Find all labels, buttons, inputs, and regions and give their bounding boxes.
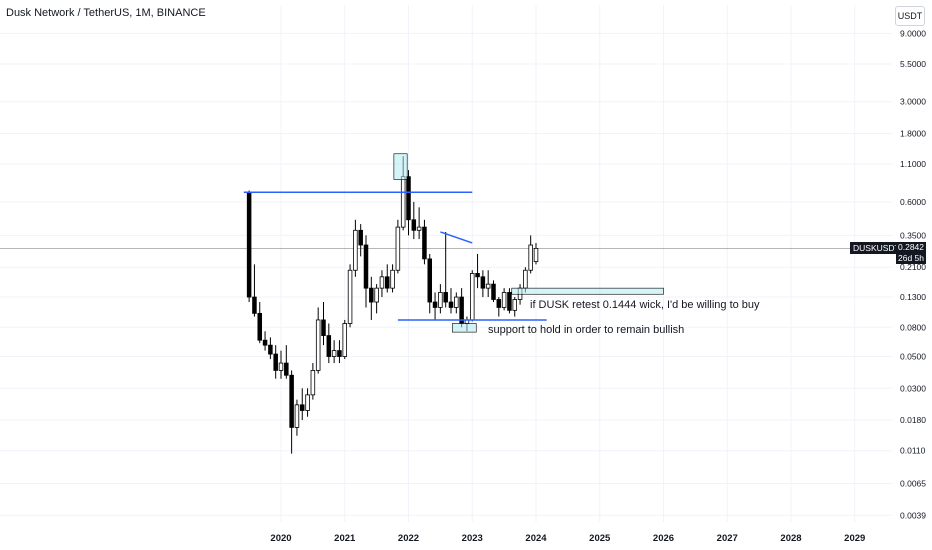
candle-body bbox=[448, 301, 454, 308]
candle-body bbox=[353, 229, 358, 271]
candle-body bbox=[347, 269, 353, 324]
current-price: 0.2842 bbox=[898, 242, 924, 252]
x-tick-label: 2026 bbox=[653, 533, 674, 544]
x-tick-label: 2021 bbox=[334, 533, 356, 544]
y-tick-label: 0.0065 bbox=[900, 478, 926, 488]
candle-body bbox=[501, 292, 507, 308]
candle-body bbox=[384, 276, 390, 289]
candle-body bbox=[257, 312, 263, 341]
candles bbox=[246, 156, 539, 454]
candle-body bbox=[485, 283, 491, 289]
candle-body bbox=[406, 176, 411, 221]
candle-body bbox=[496, 299, 502, 308]
y-tick-label: 3.0000 bbox=[900, 97, 926, 107]
y-tick-label: 0.1300 bbox=[900, 292, 926, 302]
candle-body bbox=[422, 226, 427, 260]
y-tick-label: 0.0039 bbox=[900, 510, 926, 520]
candle-body bbox=[454, 296, 459, 308]
candle-body bbox=[310, 370, 316, 396]
candle-body bbox=[305, 394, 310, 411]
candle-body bbox=[416, 226, 422, 231]
candle-body bbox=[475, 273, 480, 278]
candle-body bbox=[252, 296, 257, 314]
candle-body bbox=[363, 244, 369, 289]
candle-body bbox=[321, 319, 326, 336]
candle-body bbox=[294, 404, 300, 428]
candle-body bbox=[374, 287, 379, 303]
drawings bbox=[243, 153, 664, 333]
chart-title: Dusk Network / TetherUS, 1M, BINANCE bbox=[6, 7, 206, 19]
y-tick-label: 0.0110 bbox=[900, 446, 926, 456]
y-tick-label: 0.0180 bbox=[900, 415, 926, 425]
candle-body bbox=[443, 292, 448, 303]
y-tick-label: 0.2100 bbox=[900, 262, 926, 272]
candle-body bbox=[528, 244, 533, 271]
candle-body bbox=[315, 319, 321, 371]
x-tick-label: 2029 bbox=[844, 533, 865, 544]
candle-body bbox=[395, 226, 401, 271]
y-tick-label: 9.0000 bbox=[900, 28, 926, 38]
x-tick-label: 2023 bbox=[462, 533, 483, 544]
x-tick-label: 2022 bbox=[398, 533, 419, 544]
grid-lines bbox=[0, 5, 892, 522]
y-tick-label: 1.8000 bbox=[900, 129, 926, 139]
candle-body bbox=[411, 219, 417, 231]
candle-body bbox=[480, 276, 486, 289]
candle-body bbox=[523, 269, 528, 289]
candle-body bbox=[491, 283, 496, 300]
x-tick-label: 2028 bbox=[780, 533, 801, 544]
y-tick-label: 5.5000 bbox=[900, 59, 926, 69]
top-highlight-box bbox=[393, 153, 408, 180]
candle-body bbox=[533, 247, 539, 262]
x-axis: 2020 2021 2022 2023 2024 2025 2026 2027 2028 2029 bbox=[270, 533, 865, 544]
y-axis: 9.0000 5.5000 3.0000 1.8000 1.1000 0.6000 0.35… bbox=[900, 28, 926, 520]
annotation-buy: if DUSK retest 0.1444 wick, I'd be willi… bbox=[530, 299, 760, 311]
buy-zone-box bbox=[511, 287, 664, 295]
candle-body bbox=[469, 273, 475, 321]
candle-body bbox=[432, 301, 438, 308]
candle-body bbox=[358, 229, 363, 246]
candle-body bbox=[273, 353, 278, 371]
x-tick-label: 2024 bbox=[525, 533, 547, 544]
y-tick-label: 0.3500 bbox=[900, 230, 926, 240]
candle-body bbox=[369, 287, 374, 303]
candle-body bbox=[268, 344, 273, 355]
candle-body bbox=[438, 292, 443, 308]
candle-body bbox=[246, 191, 252, 298]
candle-body bbox=[379, 276, 385, 289]
candle-body bbox=[289, 374, 294, 428]
bar-countdown: 26d 5h bbox=[898, 253, 924, 263]
x-tick-label: 2020 bbox=[270, 533, 291, 544]
candle-body bbox=[284, 362, 289, 376]
y-tick-label: 0.0300 bbox=[900, 383, 926, 393]
candle-body bbox=[507, 292, 512, 311]
candle-body bbox=[278, 362, 284, 371]
x-tick-label: 2027 bbox=[717, 533, 738, 544]
candle-body bbox=[390, 269, 395, 289]
current-price-tag: 0.2842 26d 5h bbox=[896, 242, 926, 264]
y-tick-label: 0.6000 bbox=[900, 197, 926, 207]
descending-line bbox=[440, 231, 473, 244]
y-tick-label: 0.0800 bbox=[900, 322, 926, 332]
candle-body bbox=[427, 258, 433, 303]
candle-body bbox=[342, 323, 348, 357]
candle-body bbox=[299, 404, 305, 411]
candle-body bbox=[262, 339, 268, 346]
symbol-price-tag: DUSKUSDT bbox=[850, 242, 903, 254]
candle-body bbox=[337, 350, 342, 357]
candle-body bbox=[512, 299, 518, 311]
currency-button[interactable]: USDT bbox=[895, 6, 925, 26]
annotation-support: support to hold in order to remain bulli… bbox=[488, 324, 684, 336]
candle-body bbox=[400, 176, 406, 228]
support-box bbox=[452, 323, 477, 333]
candle-body bbox=[331, 350, 337, 357]
x-tick-label: 2025 bbox=[589, 533, 611, 544]
y-tick-label: 0.0500 bbox=[900, 352, 926, 362]
y-tick-label: 1.1000 bbox=[900, 159, 926, 169]
candle-body bbox=[326, 335, 332, 357]
